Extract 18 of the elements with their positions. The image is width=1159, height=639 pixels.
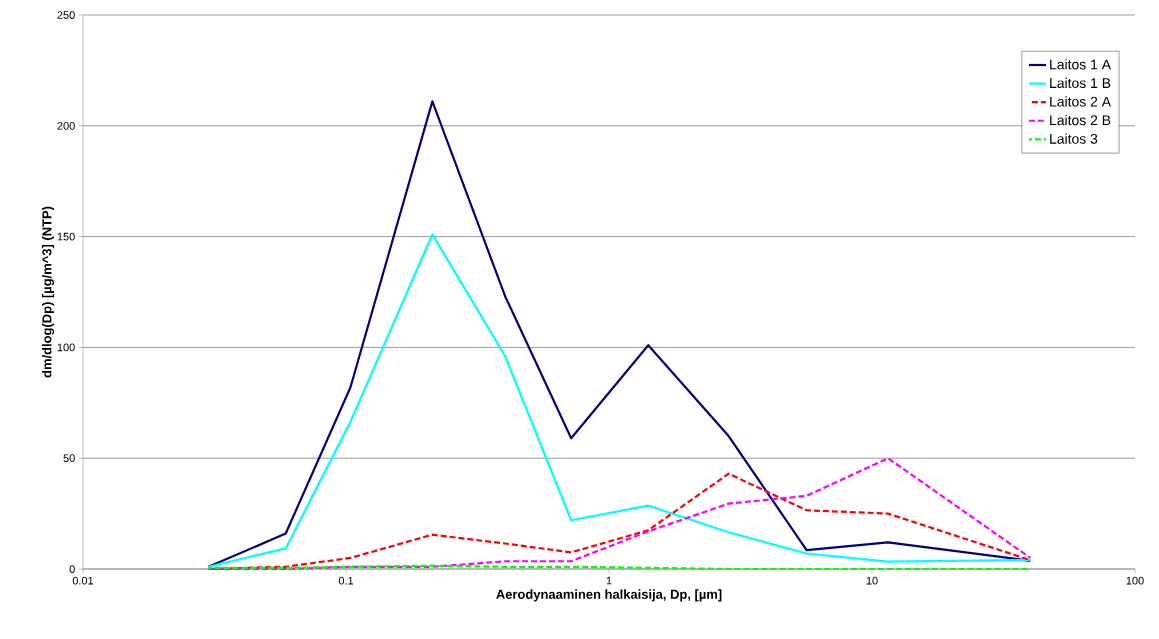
y-tick-label: 100: [57, 343, 75, 352]
legend-label: Laitos 1 A: [1050, 59, 1112, 70]
y-axis-title: dm/dlog(Dp) [µg/m^3] (NTP): [41, 206, 55, 378]
legend-label: Laitos 3: [1050, 133, 1098, 144]
legend-label: Laitos 2 A: [1050, 96, 1112, 107]
legend-label: Laitos 2 B: [1050, 114, 1111, 126]
y-tick-label: 200: [57, 121, 75, 130]
y-tick-label: 0: [69, 565, 75, 573]
x-tick-label: 10: [866, 576, 878, 585]
x-axis-title: Aerodynaaminen halkaisija, Dp, [µm]: [496, 589, 722, 602]
legend-label: Laitos 1 B: [1050, 77, 1111, 89]
y-tick-label: 150: [57, 232, 75, 241]
x-tick-label: 0.1: [338, 576, 354, 585]
x-tick-label: 1: [606, 576, 612, 585]
y-tick-label: 50: [63, 454, 75, 463]
y-tick-label: 250: [57, 11, 75, 19]
x-tick-label: 100: [1126, 576, 1144, 585]
x-tick-label: 0.01: [72, 576, 94, 585]
